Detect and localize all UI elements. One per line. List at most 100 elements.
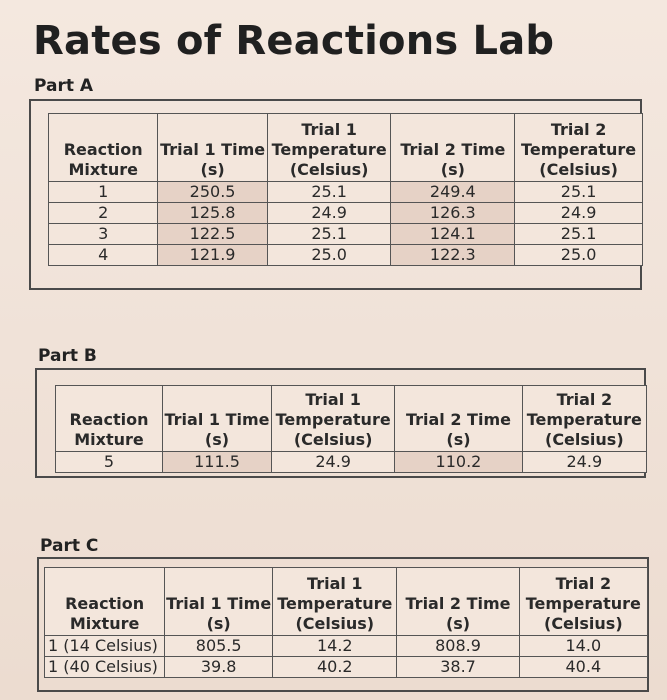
table-row: 1 (40 Celsius) 39.8 40.2 38.7 40.4 bbox=[43, 656, 649, 678]
table-row: 2 125.8 24.9 126.3 24.9 bbox=[47, 202, 643, 224]
reaction-mixture-cell: 2 bbox=[47, 202, 159, 224]
column-header-line: (Celsius) bbox=[539, 160, 618, 179]
column-header-line: (Celsius) bbox=[545, 430, 624, 449]
table-cell: 24.9 bbox=[521, 451, 648, 473]
column-header-line: Trial 2 Time bbox=[405, 410, 511, 429]
table-cell: 125.8 bbox=[157, 202, 268, 224]
table-cell: 111.5 bbox=[161, 451, 273, 473]
table-cell: 25.0 bbox=[266, 244, 392, 266]
column-header-line: Trial 1 bbox=[301, 120, 357, 139]
reaction-mixture-cell: 1 (14 Celsius) bbox=[43, 635, 166, 657]
column-header-line: Temperature bbox=[277, 594, 393, 613]
column-header-line: Trial 2 bbox=[556, 390, 613, 409]
table-cell: 25.0 bbox=[514, 244, 643, 266]
table-cell: 126.3 bbox=[390, 202, 516, 224]
table-cell: 805.5 bbox=[164, 635, 274, 657]
column-header-line: Trial 2 bbox=[550, 120, 607, 139]
column-header-line: Mixture bbox=[69, 614, 140, 633]
part-b-table: Reaction Mixture Trial 1 Time (s) Trial 1 Tem… bbox=[55, 385, 648, 473]
table-cell: 122.5 bbox=[157, 223, 268, 245]
table-cell: 24.9 bbox=[514, 202, 643, 224]
part-a-table: Reaction Mixture Trial 1 Time (s) Trial 1 Tem… bbox=[47, 113, 643, 266]
column-header-line: Mixture bbox=[68, 160, 138, 179]
column-header-line: (Celsius) bbox=[544, 614, 623, 633]
table-header-row: Reaction Mixture Trial 1 Time (s) Trial 1 Tem… bbox=[43, 567, 649, 636]
reaction-mixture-cell: 3 bbox=[47, 223, 159, 245]
table-cell: 25.1 bbox=[266, 223, 392, 245]
table-cell: 14.0 bbox=[518, 635, 649, 657]
column-header-line: (s) bbox=[204, 430, 230, 449]
column-header-line: (Celsius) bbox=[293, 430, 373, 449]
table-cell: 14.2 bbox=[272, 635, 398, 657]
table-cell: 25.1 bbox=[266, 181, 392, 203]
table-cell: 249.4 bbox=[390, 181, 516, 203]
table-row: 5 111.5 24.9 110.2 24.9 bbox=[55, 451, 648, 473]
column-header-line: (s) bbox=[445, 614, 471, 633]
part-c-label: Part C bbox=[40, 536, 99, 556]
table-cell: 38.7 bbox=[396, 656, 520, 678]
column-header-line: (s) bbox=[200, 160, 225, 179]
column-header: Trial 1 Temperature (Celsius) bbox=[272, 567, 398, 636]
reaction-mixture-cell: 5 bbox=[55, 451, 163, 473]
table-cell: 124.1 bbox=[390, 223, 516, 245]
column-header-line: Trial 2 bbox=[555, 574, 612, 593]
column-header-line: (s) bbox=[446, 430, 471, 449]
column-header-line: Trial 1 Time bbox=[164, 410, 270, 429]
column-header-line: Trial 1 bbox=[305, 390, 361, 409]
column-header: Trial 2 Time (s) bbox=[394, 385, 523, 452]
column-header-line: (s) bbox=[206, 614, 231, 633]
column-header: Trial 2 Time (s) bbox=[390, 113, 516, 182]
column-header-line: (Celsius) bbox=[295, 614, 375, 633]
part-a-table-body: Reaction Mixture Trial 1 Time (s) Trial 1 Tem… bbox=[47, 113, 643, 266]
column-header: Trial 2 Temperature (Celsius) bbox=[521, 385, 648, 452]
table-cell: 122.3 bbox=[390, 244, 516, 266]
column-header-line: Reaction bbox=[65, 594, 145, 613]
column-header-line: Trial 1 bbox=[307, 574, 363, 593]
reaction-mixture-cell: 4 bbox=[47, 244, 159, 266]
table-row: 4 121.9 25.0 122.3 25.0 bbox=[47, 244, 643, 266]
table-cell: 25.1 bbox=[514, 223, 643, 245]
column-header-line: Mixture bbox=[74, 430, 144, 449]
table-row: 1 (14 Celsius) 805.5 14.2 808.9 14.0 bbox=[43, 635, 649, 657]
table-cell: 40.4 bbox=[518, 656, 649, 678]
column-header: Reaction Mixture bbox=[43, 567, 166, 636]
table-cell: 25.1 bbox=[514, 181, 643, 203]
table-cell: 24.9 bbox=[270, 451, 396, 473]
column-header-line: (Celsius) bbox=[289, 160, 369, 179]
part-a-label: Part A bbox=[34, 76, 94, 96]
column-header-line: Temperature bbox=[521, 140, 637, 159]
column-header: Trial 1 Time (s) bbox=[164, 567, 274, 636]
column-header: Trial 1 Time (s) bbox=[157, 113, 268, 182]
column-header: Reaction Mixture bbox=[47, 113, 159, 182]
column-header-line: Reaction bbox=[63, 140, 143, 159]
table-cell: 121.9 bbox=[157, 244, 268, 266]
column-header: Trial 1 Temperature (Celsius) bbox=[266, 113, 392, 182]
page-title: Rates of Reactions Lab bbox=[33, 18, 555, 64]
column-header-line: Temperature bbox=[526, 410, 642, 429]
column-header: Trial 1 Temperature (Celsius) bbox=[270, 385, 396, 452]
table-cell: 110.2 bbox=[394, 451, 523, 473]
part-b-table-body: Reaction Mixture Trial 1 Time (s) Trial 1 Tem… bbox=[55, 385, 648, 473]
column-header-line: Trial 2 Time bbox=[400, 140, 506, 159]
table-cell: 250.5 bbox=[157, 181, 268, 203]
part-c-table-body: Reaction Mixture Trial 1 Time (s) Trial 1 Tem… bbox=[43, 567, 649, 678]
column-header-line: Reaction bbox=[69, 410, 149, 429]
table-header-row: Reaction Mixture Trial 1 Time (s) Trial 1 Tem… bbox=[55, 385, 648, 452]
table-cell: 39.8 bbox=[164, 656, 274, 678]
column-header-line: Trial 2 Time bbox=[405, 594, 511, 613]
column-header-line: Temperature bbox=[271, 140, 387, 159]
column-header-line: Trial 1 Time bbox=[160, 140, 266, 159]
column-header: Trial 1 Time (s) bbox=[161, 385, 273, 452]
reaction-mixture-cell: 1 bbox=[47, 181, 159, 203]
column-header: Reaction Mixture bbox=[55, 385, 163, 452]
part-c-table: Reaction Mixture Trial 1 Time (s) Trial 1 Tem… bbox=[43, 567, 649, 678]
column-header: Trial 2 Temperature (Celsius) bbox=[514, 113, 643, 182]
table-header-row: Reaction Mixture Trial 1 Time (s) Trial 1 Tem… bbox=[47, 113, 643, 182]
column-header: Trial 2 Time (s) bbox=[396, 567, 520, 636]
part-c-frame bbox=[37, 557, 649, 692]
table-cell: 808.9 bbox=[396, 635, 520, 657]
table-row: 3 122.5 25.1 124.1 25.1 bbox=[47, 223, 643, 245]
column-header-line: (s) bbox=[440, 160, 465, 179]
reaction-mixture-cell: 1 (40 Celsius) bbox=[43, 656, 166, 678]
table-row: 1 250.5 25.1 249.4 25.1 bbox=[47, 181, 643, 203]
